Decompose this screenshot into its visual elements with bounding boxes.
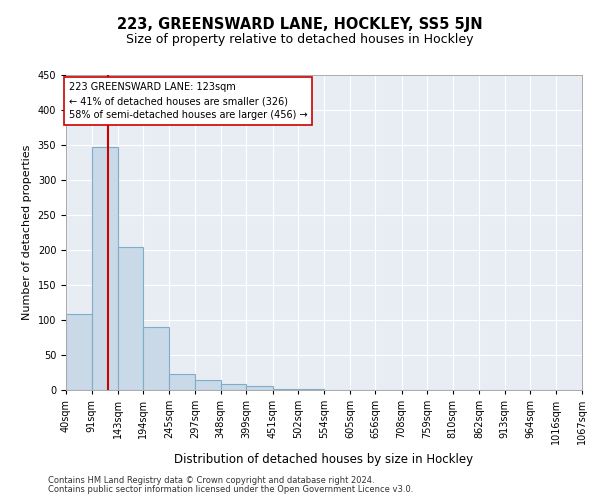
Text: Size of property relative to detached houses in Hockley: Size of property relative to detached ho… [126,32,474,46]
Y-axis label: Number of detached properties: Number of detached properties [22,145,32,320]
Bar [169,374,195,390]
Text: 223 GREENSWARD LANE: 123sqm
← 41% of detached houses are smaller (326)
58% of se: 223 GREENSWARD LANE: 123sqm ← 41% of det… [68,82,307,120]
Bar [272,388,298,390]
Bar [195,380,221,390]
Bar [118,247,143,390]
Bar [66,314,92,390]
X-axis label: Distribution of detached houses by size in Hockley: Distribution of detached houses by size … [175,452,473,466]
Bar [143,327,169,390]
Bar [247,386,272,390]
Text: Contains HM Land Registry data © Crown copyright and database right 2024.: Contains HM Land Registry data © Crown c… [48,476,374,485]
Text: Contains public sector information licensed under the Open Government Licence v3: Contains public sector information licen… [48,485,413,494]
Bar [221,384,247,390]
Bar [92,147,118,390]
Text: 223, GREENSWARD LANE, HOCKLEY, SS5 5JN: 223, GREENSWARD LANE, HOCKLEY, SS5 5JN [117,18,483,32]
